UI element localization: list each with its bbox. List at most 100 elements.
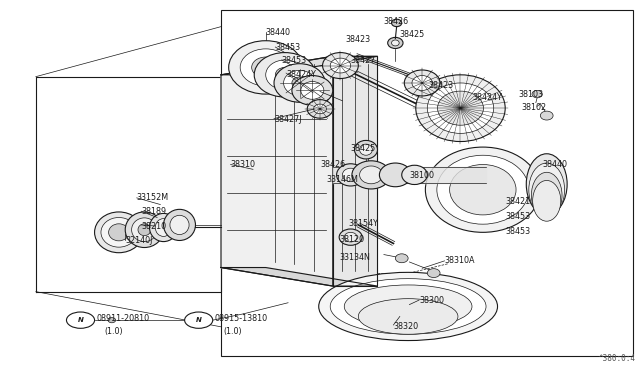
Ellipse shape xyxy=(450,164,516,215)
Text: 38210: 38210 xyxy=(141,221,166,231)
Ellipse shape xyxy=(438,91,483,125)
Text: 38300: 38300 xyxy=(419,296,444,305)
Ellipse shape xyxy=(254,52,316,97)
Text: 38320: 38320 xyxy=(394,321,419,331)
Text: 33152M: 33152M xyxy=(137,193,169,202)
Text: ^380:0:4: ^380:0:4 xyxy=(599,354,636,363)
Ellipse shape xyxy=(170,215,189,235)
Ellipse shape xyxy=(355,140,378,159)
Ellipse shape xyxy=(358,299,458,334)
Text: 38310A: 38310A xyxy=(445,256,475,265)
Ellipse shape xyxy=(292,77,307,89)
Text: 38154Y: 38154Y xyxy=(349,219,379,228)
Ellipse shape xyxy=(307,100,333,118)
Ellipse shape xyxy=(402,165,428,185)
Ellipse shape xyxy=(284,70,316,96)
Ellipse shape xyxy=(150,214,177,241)
Ellipse shape xyxy=(437,155,529,224)
Ellipse shape xyxy=(109,224,129,241)
Ellipse shape xyxy=(532,180,561,221)
Ellipse shape xyxy=(428,269,440,278)
Ellipse shape xyxy=(412,76,433,90)
Text: 38310: 38310 xyxy=(230,160,255,169)
Ellipse shape xyxy=(330,279,486,334)
Ellipse shape xyxy=(240,49,291,86)
Ellipse shape xyxy=(342,168,359,182)
Text: (1.0): (1.0) xyxy=(223,327,241,336)
Ellipse shape xyxy=(352,161,390,189)
Ellipse shape xyxy=(344,285,472,328)
Text: N: N xyxy=(196,317,202,323)
Ellipse shape xyxy=(292,76,333,105)
Text: 38440: 38440 xyxy=(542,160,567,169)
Ellipse shape xyxy=(156,219,172,236)
Ellipse shape xyxy=(392,40,399,46)
Text: 38423: 38423 xyxy=(429,81,454,90)
Ellipse shape xyxy=(388,37,403,48)
Ellipse shape xyxy=(404,70,440,96)
Ellipse shape xyxy=(195,318,202,323)
Ellipse shape xyxy=(266,60,304,90)
Ellipse shape xyxy=(526,154,567,215)
Ellipse shape xyxy=(532,90,542,98)
Polygon shape xyxy=(221,56,333,286)
Text: 38453: 38453 xyxy=(505,227,531,236)
Ellipse shape xyxy=(319,272,497,340)
Text: 38421: 38421 xyxy=(505,197,531,206)
Ellipse shape xyxy=(275,67,294,82)
Ellipse shape xyxy=(252,57,280,78)
Ellipse shape xyxy=(426,147,540,232)
Text: 38426: 38426 xyxy=(320,160,345,169)
Text: 38426: 38426 xyxy=(384,17,409,26)
Ellipse shape xyxy=(228,41,303,94)
Bar xyxy=(221,10,633,356)
Ellipse shape xyxy=(164,209,195,240)
Ellipse shape xyxy=(101,218,137,247)
Ellipse shape xyxy=(360,166,383,184)
Text: 38424Y: 38424Y xyxy=(472,93,502,102)
Text: 38427: 38427 xyxy=(351,56,376,65)
Ellipse shape xyxy=(531,172,562,218)
Ellipse shape xyxy=(132,218,157,241)
Polygon shape xyxy=(221,56,378,75)
Ellipse shape xyxy=(95,212,143,253)
Text: 38424Y: 38424Y xyxy=(287,70,317,79)
Text: 32140J: 32140J xyxy=(125,236,152,246)
Text: 38189: 38189 xyxy=(141,208,166,217)
Text: 38425: 38425 xyxy=(351,144,376,153)
Ellipse shape xyxy=(108,318,116,323)
Text: 38425: 38425 xyxy=(400,29,425,39)
Ellipse shape xyxy=(138,224,151,235)
Ellipse shape xyxy=(125,212,164,247)
Text: 08915-13810: 08915-13810 xyxy=(214,314,268,323)
Ellipse shape xyxy=(330,58,351,73)
Text: 08911-20810: 08911-20810 xyxy=(97,314,150,323)
Ellipse shape xyxy=(314,104,326,114)
Ellipse shape xyxy=(274,64,325,102)
Ellipse shape xyxy=(396,254,408,263)
Text: 38100: 38100 xyxy=(410,171,435,180)
Text: 38102: 38102 xyxy=(521,103,547,112)
Text: 33134N: 33134N xyxy=(339,253,370,262)
Polygon shape xyxy=(333,56,378,286)
Text: 38453: 38453 xyxy=(275,42,300,51)
Ellipse shape xyxy=(337,164,365,186)
Ellipse shape xyxy=(380,163,412,187)
Ellipse shape xyxy=(392,19,402,27)
Text: 38423: 38423 xyxy=(346,35,371,44)
Ellipse shape xyxy=(323,52,358,78)
Text: 38440: 38440 xyxy=(266,28,291,37)
Text: 38427J: 38427J xyxy=(274,115,301,124)
Text: 38103: 38103 xyxy=(518,90,543,99)
Text: 38453: 38453 xyxy=(505,212,531,221)
Ellipse shape xyxy=(344,232,357,242)
Ellipse shape xyxy=(416,75,505,141)
Polygon shape xyxy=(221,267,378,286)
Circle shape xyxy=(67,312,95,328)
Text: N: N xyxy=(77,317,83,323)
Circle shape xyxy=(184,312,212,328)
Ellipse shape xyxy=(360,144,372,155)
Text: 33146M: 33146M xyxy=(326,175,358,184)
Text: (1.0): (1.0) xyxy=(105,327,124,336)
Text: 38453: 38453 xyxy=(282,56,307,65)
